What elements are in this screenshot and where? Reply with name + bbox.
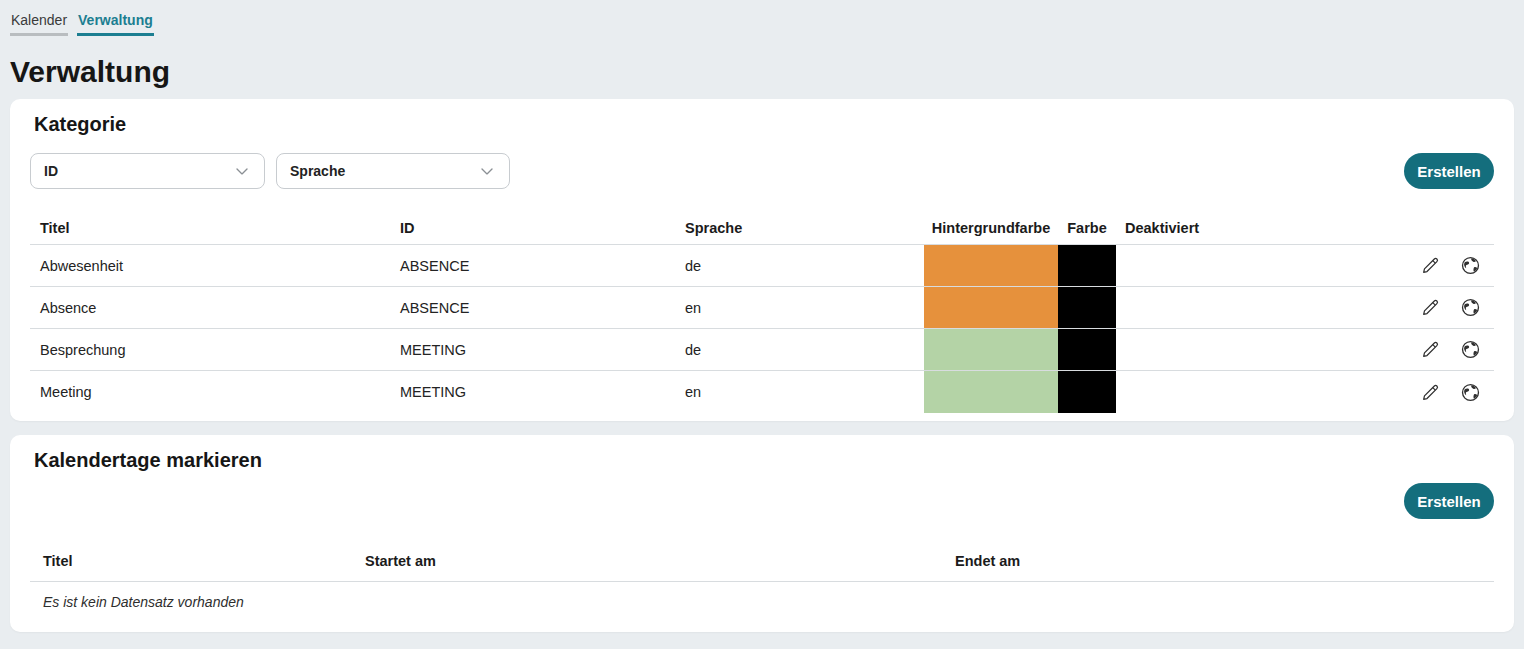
kalendertage-table-header: Titel Startet am Endet am <box>30 541 1494 582</box>
cell-sprache: en <box>685 384 924 400</box>
top-tab-bar: Kalender Verwaltung <box>0 0 1524 36</box>
edit-button[interactable] <box>1420 382 1441 403</box>
col-header-titel: Titel <box>30 553 365 569</box>
pencil-icon <box>1420 297 1441 318</box>
col-header-deaktiviert: Deaktiviert <box>1116 220 1416 236</box>
pencil-icon <box>1420 382 1441 403</box>
edit-button[interactable] <box>1420 339 1441 360</box>
kategorie-table-header: Titel ID Sprache Hintergrundfarbe Farbe … <box>30 212 1494 245</box>
table-row: Besprechung MEETING de <box>30 329 1494 371</box>
cell-id: MEETING <box>400 342 685 358</box>
background-color-swatch <box>924 371 1058 413</box>
cell-titel: Besprechung <box>30 342 400 358</box>
kategorie-filter-row: ID Sprache Erstellen <box>30 153 1494 189</box>
globe-icon <box>1460 297 1481 318</box>
globe-button[interactable] <box>1460 382 1481 403</box>
cell-id: MEETING <box>400 384 685 400</box>
cell-sprache: de <box>685 258 924 274</box>
table-row: Meeting MEETING en <box>30 371 1494 413</box>
color-swatch <box>1058 245 1116 286</box>
tab-kalender[interactable]: Kalender <box>10 10 68 36</box>
chevron-down-icon <box>477 161 497 181</box>
col-header-farbe: Farbe <box>1058 220 1116 236</box>
id-filter-select[interactable]: ID <box>30 153 265 189</box>
col-header-hintergrundfarbe: Hintergrundfarbe <box>924 220 1058 236</box>
col-header-id: ID <box>400 220 685 236</box>
tab-verwaltung[interactable]: Verwaltung <box>77 10 154 36</box>
kategorie-create-button[interactable]: Erstellen <box>1404 153 1494 189</box>
chevron-down-icon <box>232 161 252 181</box>
globe-icon <box>1460 382 1481 403</box>
sprache-filter-label: Sprache <box>290 163 345 179</box>
color-swatch <box>1058 371 1116 413</box>
cell-titel: Meeting <box>30 384 400 400</box>
globe-button[interactable] <box>1460 255 1481 276</box>
table-row: Absence ABSENCE en <box>30 287 1494 329</box>
pencil-icon <box>1420 255 1441 276</box>
background-color-swatch <box>924 287 1058 328</box>
background-color-swatch <box>924 329 1058 370</box>
col-header-endet-am: Endet am <box>955 553 1494 569</box>
col-header-titel: Titel <box>30 220 400 236</box>
cell-titel: Abwesenheit <box>30 258 400 274</box>
kalendertage-card-title: Kalendertage markieren <box>34 448 1514 472</box>
empty-state-message: Es ist kein Datensatz vorhanden <box>30 582 1494 622</box>
color-swatch <box>1058 329 1116 370</box>
globe-icon <box>1460 339 1481 360</box>
cell-id: ABSENCE <box>400 300 685 316</box>
kalendertage-button-row: Erstellen <box>30 483 1494 519</box>
col-header-startet-am: Startet am <box>365 553 955 569</box>
kategorie-card: Kategorie ID Sprache Erstellen Titel ID … <box>10 99 1514 421</box>
col-header-sprache: Sprache <box>685 220 924 236</box>
color-swatch <box>1058 287 1116 328</box>
kalendertage-table: Titel Startet am Endet am Es ist kein Da… <box>30 541 1494 622</box>
pencil-icon <box>1420 339 1441 360</box>
kategorie-card-title: Kategorie <box>34 112 1514 136</box>
globe-button[interactable] <box>1460 339 1481 360</box>
table-row: Abwesenheit ABSENCE de <box>30 245 1494 287</box>
cell-titel: Absence <box>30 300 400 316</box>
sprache-filter-select[interactable]: Sprache <box>276 153 510 189</box>
background-color-swatch <box>924 245 1058 286</box>
page-title: Verwaltung <box>10 55 1524 89</box>
edit-button[interactable] <box>1420 255 1441 276</box>
kategorie-table: Titel ID Sprache Hintergrundfarbe Farbe … <box>30 212 1494 413</box>
kalendertage-card: Kalendertage markieren Erstellen Titel S… <box>10 435 1514 632</box>
id-filter-label: ID <box>44 163 58 179</box>
kalendertage-create-button[interactable]: Erstellen <box>1404 483 1494 519</box>
edit-button[interactable] <box>1420 297 1441 318</box>
cell-id: ABSENCE <box>400 258 685 274</box>
cell-sprache: de <box>685 342 924 358</box>
globe-icon <box>1460 255 1481 276</box>
globe-button[interactable] <box>1460 297 1481 318</box>
cell-sprache: en <box>685 300 924 316</box>
